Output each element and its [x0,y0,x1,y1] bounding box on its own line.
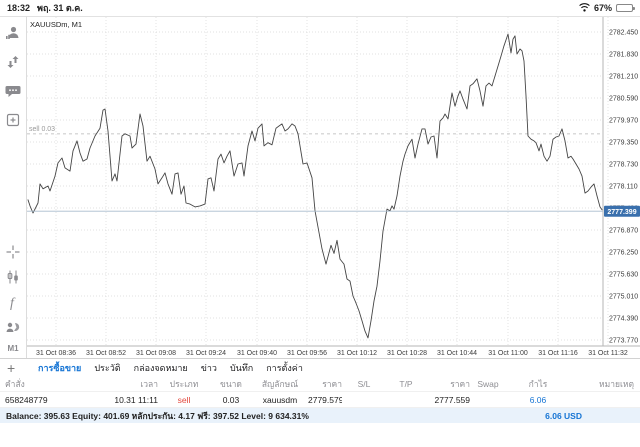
price-chart[interactable]: XAUUSDm, M1 2782.450 2781.830 2781.210 2780… [27,16,640,358]
svg-text:31 Oct 09:24: 31 Oct 09:24 [186,350,226,357]
header-6: S/L [357,379,371,389]
svg-text:2775.630: 2775.630 [609,272,638,279]
status-date: พฤ. 31 ต.ค. [37,3,83,13]
cell-8: 2777.559 [434,394,470,405]
indicators-icon[interactable]: f [5,294,21,311]
tab-0[interactable]: การซื้อขาย [38,363,82,373]
svg-text:31 Oct 08:36: 31 Oct 08:36 [36,350,76,357]
chart-symbol-label: XAUUSDm, M1 [30,20,83,29]
wifi-icon [579,2,590,14]
header-11: หมายเหตุ [599,379,634,389]
tab-5[interactable]: การตั้งค่า [266,363,303,373]
objects-icon[interactable] [5,319,21,335]
svg-text:2777.399: 2777.399 [607,209,636,216]
svg-text:31 Oct 10:28: 31 Oct 10:28 [387,350,427,357]
svg-text:31 Oct 08:52: 31 Oct 08:52 [86,350,126,357]
svg-text:2779.350: 2779.350 [609,140,638,147]
chart-type-icon[interactable] [5,269,21,285]
svg-text:31 Oct 10:44: 31 Oct 10:44 [437,350,477,357]
svg-text:2778.730: 2778.730 [609,162,638,169]
svg-text:2781.210: 2781.210 [609,74,638,81]
svg-text:sell 0.03: sell 0.03 [29,126,55,133]
header-0: คำสั่ง [5,379,25,389]
header-8: ราคา [450,379,470,389]
balance-bar: Balance: 395.63 Equity: 401.69 หลักประกั… [0,408,640,423]
chat-icon[interactable] [5,83,21,99]
svg-text:31 Oct 09:56: 31 Oct 09:56 [287,350,327,357]
bottom-tabbar: + การซื้อขาย ประวัติ กล่องจดหมาย ข่าว บันทึก… [0,358,640,377]
plus-icon[interactable]: + [7,360,16,376]
svg-text:2776.250: 2776.250 [609,250,638,257]
account-icon[interactable] [5,25,21,41]
cell-2: sell [177,394,191,405]
tab-3[interactable]: ข่าว [200,363,217,373]
status-bar: 18:32 พฤ. 31 ต.ค. 67% [0,0,640,16]
svg-text:2778.110: 2778.110 [609,184,638,191]
timeframe-button[interactable]: M1 [7,344,19,353]
cell-1: 10.31 11:11 [114,394,158,405]
svg-text:f: f [10,296,16,310]
svg-text:31 Oct 09:08: 31 Oct 09:08 [136,350,176,357]
header-5: ราคา [322,379,342,389]
svg-text:2775.010: 2775.010 [609,294,638,301]
header-1: เวลา [140,379,158,389]
floating-profit: 6.06 USD [545,410,582,421]
cell-5: 2779.579 [308,394,342,405]
balance-summary: Balance: 395.63 Equity: 401.69 หลักประกั… [6,410,309,421]
header-9: Swap [477,379,499,389]
chart-canvas[interactable]: 2782.450 2781.830 2781.210 2780.590 2779.970… [27,17,640,359]
positions-table-header: คำสั่ง เวลา ประเภท ขนาด สัญลักษณ์ ราคา S/L T/P ร… [0,377,640,391]
header-4: สัญลักษณ์ [261,379,299,389]
header-10: กำไร [528,379,548,389]
svg-text:2773.770: 2773.770 [609,338,638,345]
svg-text:2780.590: 2780.590 [609,96,638,103]
cell-3: 0.03 [222,394,240,405]
header-7: T/P [399,379,413,389]
svg-text:2779.970: 2779.970 [609,118,638,125]
svg-text:2776.870: 2776.870 [609,228,638,235]
position-row[interactable]: 658248779 10.31 11:11 sell 0.03 xauusdm 2779.… [0,391,640,408]
svg-text:31 Oct 09:40: 31 Oct 09:40 [237,350,277,357]
svg-text:31 Oct 11:00: 31 Oct 11:00 [488,350,528,357]
header-3: ขนาด [220,379,242,389]
left-toolbar: f M1 [0,16,27,358]
svg-text:31 Oct 11:16: 31 Oct 11:16 [538,350,578,357]
trade-arrows-icon[interactable] [5,54,21,70]
crosshair-icon[interactable] [5,244,21,260]
trade-panel: + การซื้อขาย ประวัติ กล่องจดหมาย ข่าว บันทึก… [0,358,640,447]
svg-text:2782.450: 2782.450 [609,30,638,37]
battery-icon [616,4,635,12]
svg-text:2781.830: 2781.830 [609,52,638,59]
cell-4: xauusdm [262,394,298,405]
header-2: ประเภท [169,379,199,389]
svg-text:31 Oct 10:12: 31 Oct 10:12 [337,350,377,357]
svg-text:31 Oct 11:32: 31 Oct 11:32 [588,350,628,357]
cell-10: 6.06 [529,394,547,405]
battery-percent: 67% [593,3,612,13]
tab-2[interactable]: กล่องจดหมาย [133,363,188,373]
status-time: 18:32 [7,3,31,13]
new-order-icon[interactable] [5,112,21,128]
svg-text:2774.390: 2774.390 [609,316,638,323]
cell-0: 658248779 [5,394,48,405]
tab-1[interactable]: ประวัติ [94,363,121,373]
tab-4[interactable]: บันทึก [229,363,254,373]
